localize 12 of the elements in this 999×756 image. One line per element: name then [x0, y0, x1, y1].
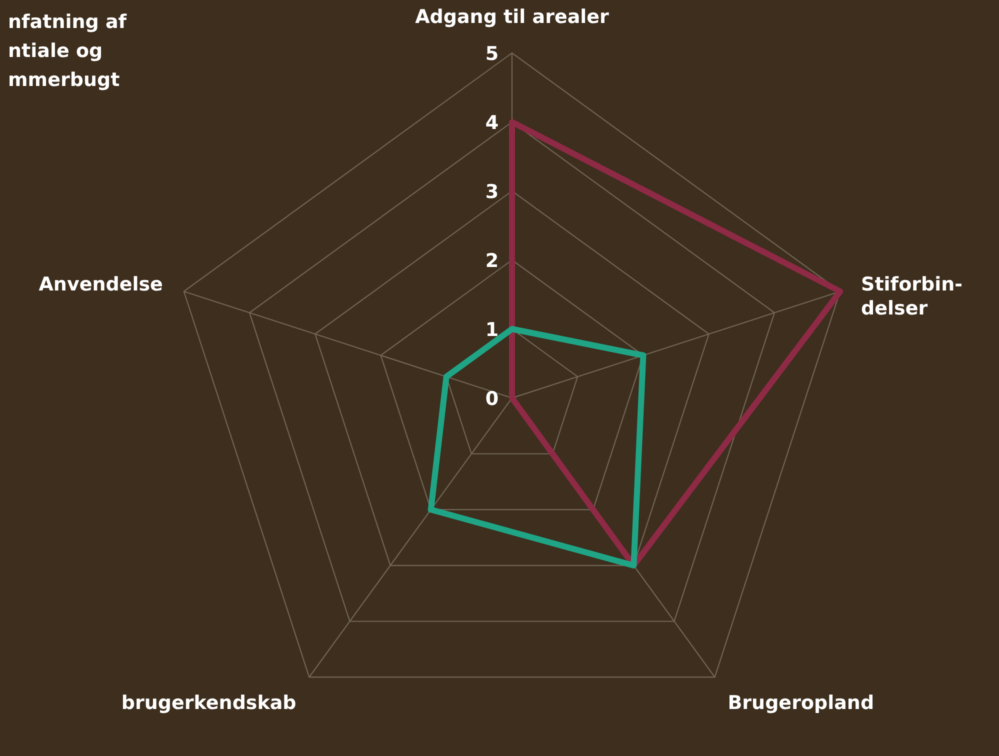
spoke-label: brugerkendskab	[121, 692, 296, 714]
y-tick-label: 1	[485, 319, 499, 341]
text: nfatning af ntiale og mmerbugt	[8, 11, 128, 91]
y-tick-label: 5	[485, 43, 499, 65]
y-tick-label: 3	[485, 181, 499, 203]
spoke-label: Adgang til arealer	[415, 6, 610, 28]
spoke-label: Stiforbin- delser	[861, 274, 963, 320]
y-tick-label: 4	[485, 112, 499, 134]
y-tick-label: 0	[485, 388, 499, 410]
spoke-label: Brugeropland	[728, 692, 874, 714]
y-tick-label: 2	[485, 250, 499, 272]
spoke-label: Anvendelse	[38, 274, 163, 296]
